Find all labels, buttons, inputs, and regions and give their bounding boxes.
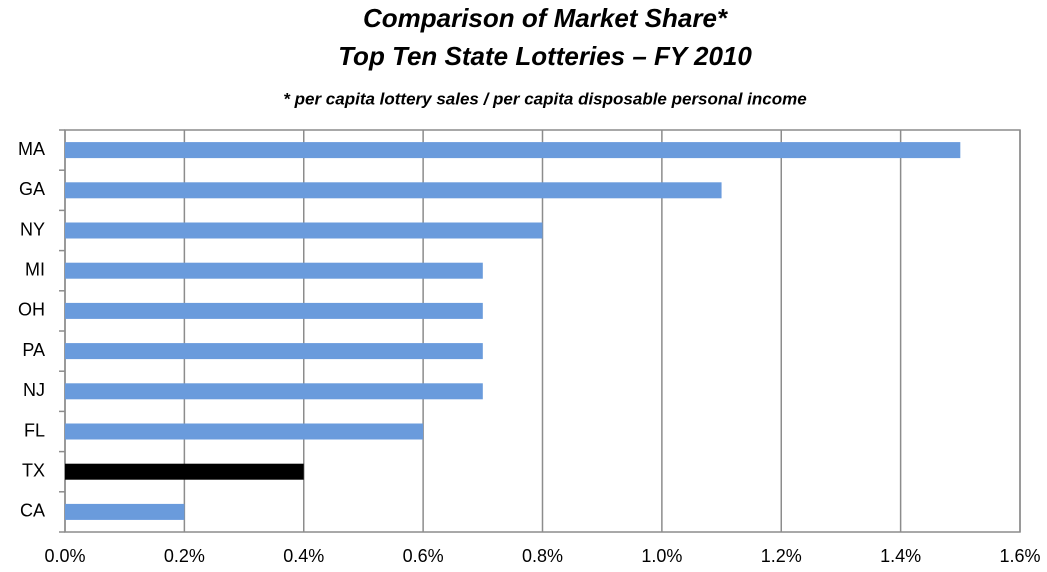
bar: [65, 463, 304, 480]
bar: [65, 142, 961, 159]
x-tick-label: 1.4%: [880, 546, 921, 566]
bar: [65, 182, 722, 199]
chart-subtitle: * per capita lottery sales / per capita …: [283, 89, 806, 108]
bar: [65, 383, 483, 400]
y-tick-label: NJ: [23, 380, 45, 400]
x-tick-label: 0.2%: [164, 546, 205, 566]
x-tick-label: 1.0%: [641, 546, 682, 566]
x-tick-label: 0.4%: [283, 546, 324, 566]
x-tick-label: 0.6%: [403, 546, 444, 566]
x-tick-label: 0.0%: [44, 546, 85, 566]
y-tick-label: FL: [24, 420, 45, 440]
bar: [65, 302, 483, 319]
y-tick-label: CA: [20, 501, 45, 521]
bar: [65, 423, 424, 440]
bar: [65, 343, 483, 360]
x-tick-label: 1.2%: [761, 546, 802, 566]
y-tick-label: OH: [18, 300, 45, 320]
chart-title: Top Ten State Lotteries – FY 2010: [338, 41, 752, 71]
bar: [65, 503, 185, 520]
chart-title: Comparison of Market Share*: [363, 3, 729, 33]
y-tick-label: TX: [22, 460, 45, 480]
y-tick-label: PA: [22, 340, 45, 360]
x-tick-label: 0.8%: [522, 546, 563, 566]
y-tick-label: GA: [19, 179, 45, 199]
y-tick-label: MA: [18, 139, 45, 159]
bar: [65, 222, 543, 239]
x-tick-label: 1.6%: [999, 546, 1040, 566]
y-tick-label: NY: [20, 219, 45, 239]
y-tick-label: MI: [25, 259, 45, 279]
bar: [65, 262, 483, 279]
